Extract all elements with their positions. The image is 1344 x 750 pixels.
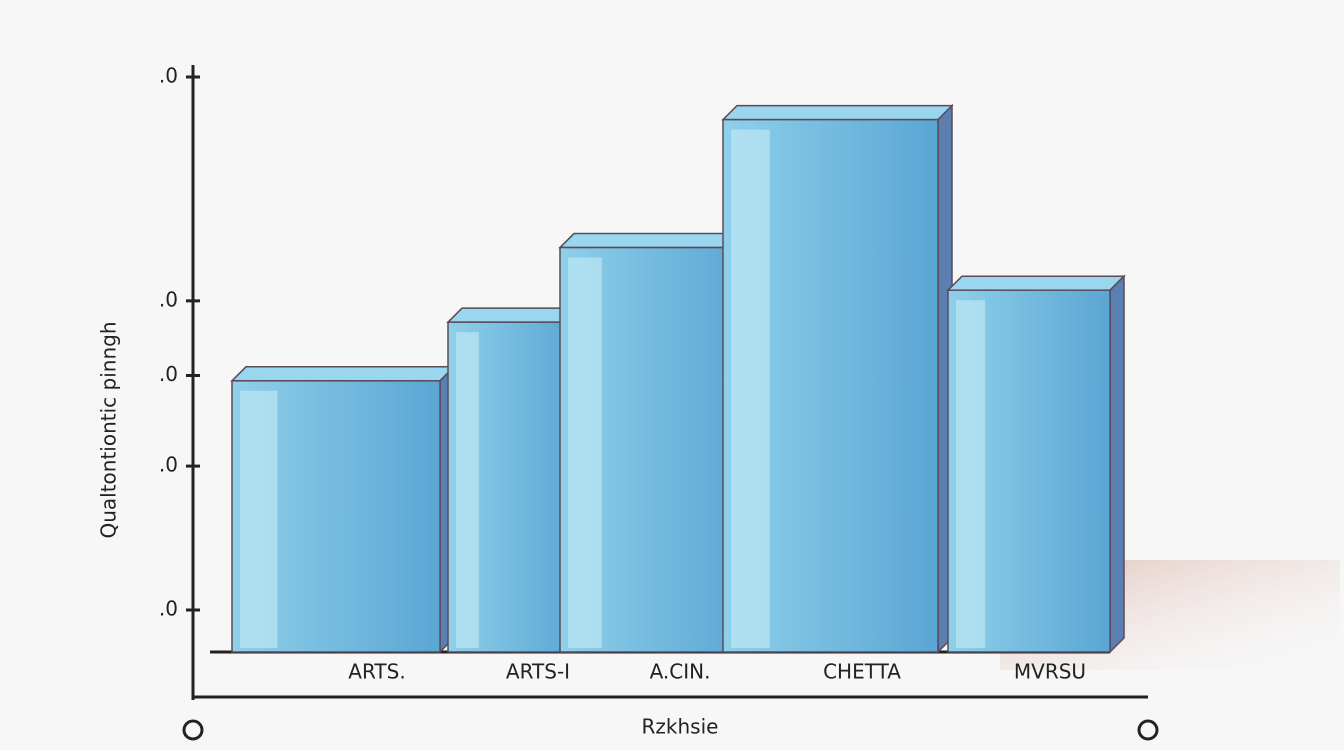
bar-highlight bbox=[568, 257, 602, 648]
x-axis-label: Rzkhsie bbox=[642, 715, 719, 739]
axis-end bbox=[1137, 719, 1159, 741]
bar-highlight bbox=[240, 390, 278, 648]
y-tick-label: .0 bbox=[159, 287, 178, 311]
y-tick-label: .0 bbox=[159, 453, 178, 477]
axis-end bbox=[182, 719, 204, 741]
x-tick-label: ARTS. bbox=[348, 660, 405, 684]
y-tick-label: .0 bbox=[159, 64, 178, 88]
x-tick-label: CHETTA bbox=[823, 660, 901, 684]
bar-highlight bbox=[456, 332, 479, 648]
x-tick-label: A.CIN. bbox=[650, 660, 711, 684]
x-tick-label: ARTS-I bbox=[506, 660, 570, 684]
bar-top bbox=[230, 366, 456, 382]
y-tick-label: .0 bbox=[159, 362, 178, 386]
bar-highlight bbox=[956, 300, 986, 648]
x-tick-label: MVRSU bbox=[1014, 660, 1086, 684]
bar-highlight bbox=[731, 129, 770, 648]
bar-top bbox=[721, 104, 954, 121]
y-axis-label: Qualtontiontic pinngh bbox=[97, 321, 121, 538]
bar-side bbox=[1109, 274, 1125, 654]
bar-top bbox=[946, 275, 1126, 291]
y-tick-label: .0 bbox=[159, 597, 178, 621]
